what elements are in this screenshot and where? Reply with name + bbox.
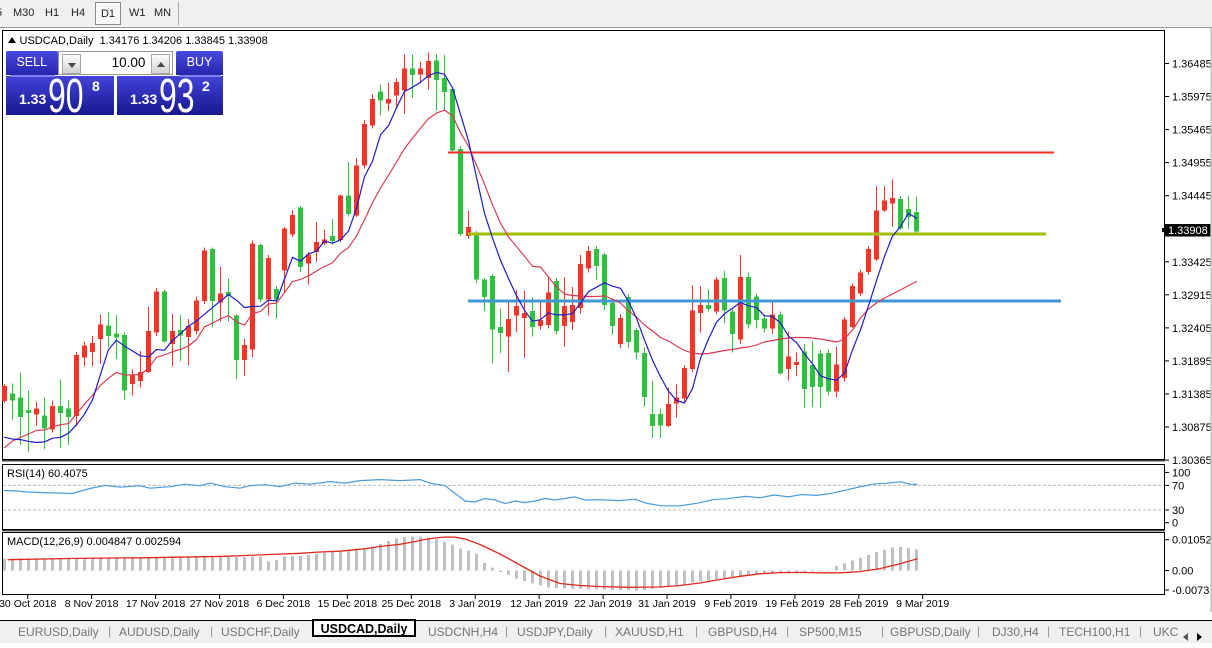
svg-text:1.30365: 1.30365: [1172, 455, 1212, 467]
svg-text:100: 100: [1172, 467, 1190, 479]
svg-text:1.35465: 1.35465: [1172, 125, 1212, 137]
svg-text:1.33908: 1.33908: [1168, 225, 1208, 237]
svg-text:31 Jan 2019: 31 Jan 2019: [638, 598, 696, 610]
svg-text:9 Mar 2019: 9 Mar 2019: [896, 598, 949, 610]
svg-text:1.33425: 1.33425: [1172, 257, 1212, 269]
svg-text:1.30875: 1.30875: [1172, 422, 1212, 434]
svg-text:22 Jan 2019: 22 Jan 2019: [574, 598, 632, 610]
svg-text:3 Jan 2019: 3 Jan 2019: [449, 598, 501, 610]
svg-text:27 Nov 2018: 27 Nov 2018: [190, 598, 250, 610]
svg-text:1.32915: 1.32915: [1172, 290, 1212, 302]
svg-text:1.32405: 1.32405: [1172, 323, 1212, 335]
svg-text:30 Oct 2018: 30 Oct 2018: [0, 598, 56, 610]
svg-text:1.34445: 1.34445: [1172, 191, 1212, 203]
svg-text:12 Jan 2019: 12 Jan 2019: [510, 598, 568, 610]
svg-text:-0.0073: -0.0073: [1172, 585, 1209, 597]
svg-text:28 Feb 2019: 28 Feb 2019: [829, 598, 888, 610]
svg-text:15 Dec 2018: 15 Dec 2018: [318, 598, 378, 610]
svg-text:0.010525: 0.010525: [1172, 535, 1212, 547]
svg-text:17 Nov 2018: 17 Nov 2018: [126, 598, 186, 610]
svg-text:1.34955: 1.34955: [1172, 158, 1212, 170]
svg-text:70: 70: [1172, 480, 1184, 492]
svg-text:30: 30: [1172, 505, 1184, 517]
svg-text:9 Feb 2019: 9 Feb 2019: [704, 598, 757, 610]
svg-text:MACD(12,26,9) 0.004847 0.00259: MACD(12,26,9) 0.004847 0.002594: [7, 536, 181, 548]
svg-text:1.31385: 1.31385: [1172, 389, 1212, 401]
svg-text:19 Feb 2019: 19 Feb 2019: [765, 598, 824, 610]
svg-text:8 Nov 2018: 8 Nov 2018: [65, 598, 119, 610]
svg-text:1.36485: 1.36485: [1172, 59, 1212, 71]
svg-text:1.31895: 1.31895: [1172, 356, 1212, 368]
svg-text:0.00: 0.00: [1172, 566, 1193, 578]
svg-text:RSI(14) 60.4075: RSI(14) 60.4075: [7, 468, 88, 480]
svg-text:1.35975: 1.35975: [1172, 92, 1212, 104]
svg-text:25 Dec 2018: 25 Dec 2018: [382, 598, 442, 610]
svg-text:0: 0: [1172, 518, 1178, 530]
svg-text:6 Dec 2018: 6 Dec 2018: [257, 598, 311, 610]
